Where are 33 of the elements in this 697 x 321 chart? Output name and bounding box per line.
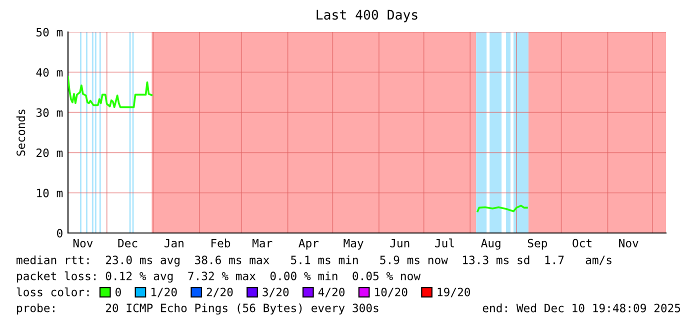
x-tick-label: Nov	[619, 238, 638, 248]
x-tick-label: Feb	[212, 238, 230, 248]
x-tick-label: Mar	[252, 238, 272, 248]
x-tick-label: Sep	[528, 238, 548, 250]
y-tick-label: 30 m	[36, 108, 63, 117]
x-tick-label: Jan	[164, 238, 184, 248]
legend-label: 4/20	[318, 288, 345, 298]
text: probe: 20 ICMP Echo Pings (56 Bytes) every 300s	[17, 303, 378, 315]
y-tick-label: 20 m	[36, 148, 63, 158]
legend-label: 10/20	[375, 288, 408, 298]
legend-label: 1/20	[152, 288, 177, 298]
text: end: Wed Dec 10 19:48:09 2025	[482, 304, 680, 312]
x-tick-label: Nov	[73, 238, 93, 248]
x-tick-label: Aug	[481, 238, 500, 250]
legend-label: 0	[116, 288, 121, 296]
x-tick-label: Jul	[435, 238, 454, 248]
text: packet loss: 0.12 % avg 7.32 % max 0.00 % min 0.05 % now	[17, 271, 421, 283]
x-tick-label: May	[344, 238, 364, 250]
x-tick-label: Dec	[118, 238, 138, 248]
y-axis-title: Seconds	[16, 110, 26, 156]
text: median rtt: 23.0 ms avg 38.6 ms max 5.1 ms min 5.9 ms now 13.3 ms sd 1.7 am/s	[16, 255, 612, 267]
y-tick-label: 40 m	[36, 68, 63, 77]
legend-label: 19/20	[438, 288, 470, 298]
y-tick-label: 10 m	[37, 188, 63, 198]
chart-title: Last 400 Days	[316, 10, 418, 22]
legend-title: loss color:	[16, 287, 89, 296]
y-tick-label: 0	[57, 228, 62, 238]
legend-label: 3/20	[262, 288, 289, 298]
x-tick-label: Apr	[298, 238, 319, 250]
x-tick-label: Jun	[390, 238, 410, 248]
x-tick-label: Oct	[572, 238, 592, 248]
y-tick-label: 50 m	[36, 28, 63, 37]
legend-label: 2/20	[206, 288, 233, 298]
